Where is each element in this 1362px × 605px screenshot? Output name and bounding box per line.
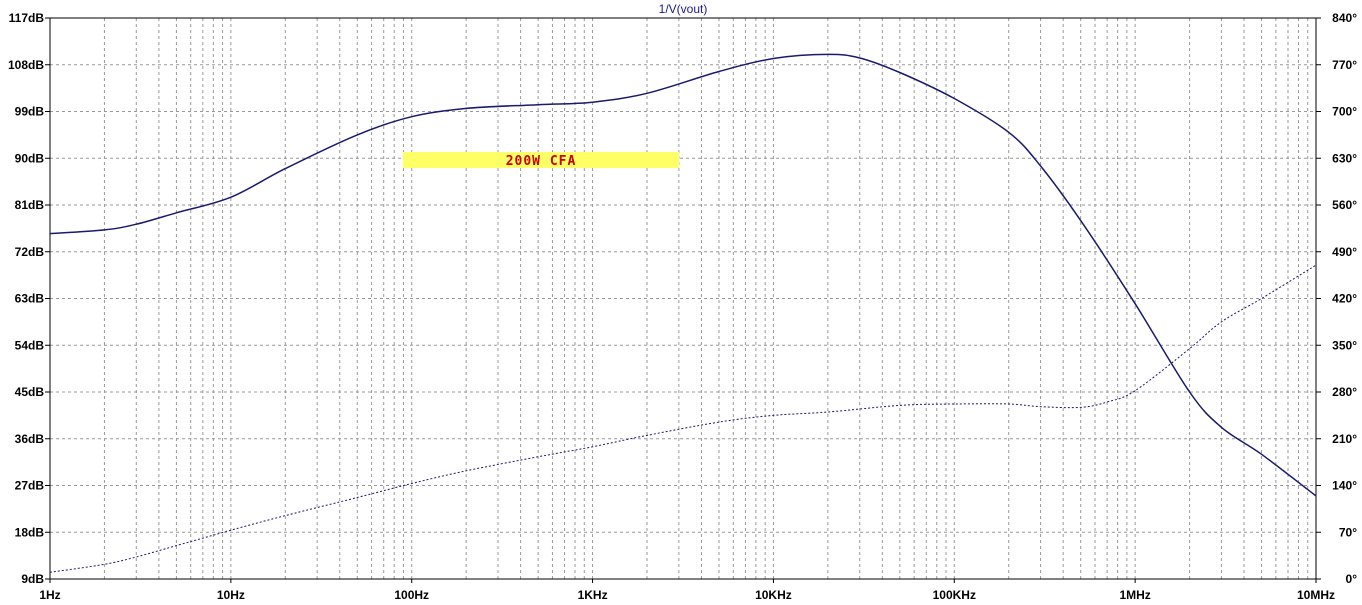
- left-tick-label: 45dB: [15, 385, 45, 399]
- right-tick-label: 280°: [1332, 385, 1357, 399]
- right-tick-label: 840°: [1332, 11, 1357, 25]
- right-tick-label: 420°: [1332, 292, 1357, 306]
- x-tick-label: 1MHz: [1119, 588, 1150, 602]
- series-layer: [49, 53, 1317, 573]
- right-tick-label: 0°: [1346, 572, 1358, 586]
- annotation-label: 200W CFA: [506, 154, 577, 169]
- right-tick-label: 770°: [1332, 58, 1357, 72]
- x-tick-label: 100Hz: [394, 588, 429, 602]
- phase-trace: [49, 264, 1317, 573]
- right-tick-label: 210°: [1332, 432, 1357, 446]
- left-tick-label: 108dB: [8, 58, 44, 72]
- right-tick-label: 70°: [1339, 525, 1357, 539]
- x-tick-label: 10MHz: [1297, 588, 1335, 602]
- left-tick-label: 99dB: [15, 105, 45, 119]
- right-axis: 840° 770° 700° 630° 560° 490° 420° 350° 280° 210°…: [1316, 11, 1357, 586]
- left-tick-label: 63dB: [15, 292, 45, 306]
- left-tick-label: 18dB: [15, 525, 45, 539]
- left-tick-label: 72dB: [15, 245, 45, 259]
- right-tick-label: 630°: [1332, 151, 1357, 165]
- right-tick-label: 700°: [1332, 105, 1357, 119]
- chart-title: 1/V(vout): [659, 2, 708, 16]
- right-tick-label: 560°: [1332, 198, 1357, 212]
- left-tick-label: 81dB: [15, 198, 45, 212]
- left-tick-label: 90dB: [15, 151, 45, 165]
- left-tick-label: 117dB: [9, 11, 45, 25]
- x-tick-label: 10Hz: [217, 588, 245, 602]
- magnitude-trace: [49, 53, 1317, 497]
- left-tick-label: 9dB: [21, 572, 44, 586]
- right-tick-label: 350°: [1332, 338, 1357, 352]
- left-tick-label: 36dB: [15, 432, 45, 446]
- x-axis: 1Hz 10Hz 100Hz 1KHz 10KHz 100KHz 1MHz 10MHz: [39, 579, 1335, 602]
- x-tick-label: 100KHz: [933, 588, 976, 602]
- grid: [50, 18, 1316, 579]
- right-tick-label: 490°: [1332, 245, 1357, 259]
- left-tick-label: 27dB: [15, 479, 45, 493]
- x-tick-label: 1Hz: [39, 588, 60, 602]
- right-tick-label: 140°: [1332, 479, 1357, 493]
- x-tick-label: 1KHz: [578, 588, 608, 602]
- annotation-box: [403, 152, 679, 168]
- left-axis: 117dB 108dB 99dB 90dB 81dB 72dB 63dB 54dB 45dB 36…: [8, 11, 50, 586]
- x-tick-label: 10KHz: [755, 588, 792, 602]
- left-tick-label: 54dB: [15, 338, 45, 352]
